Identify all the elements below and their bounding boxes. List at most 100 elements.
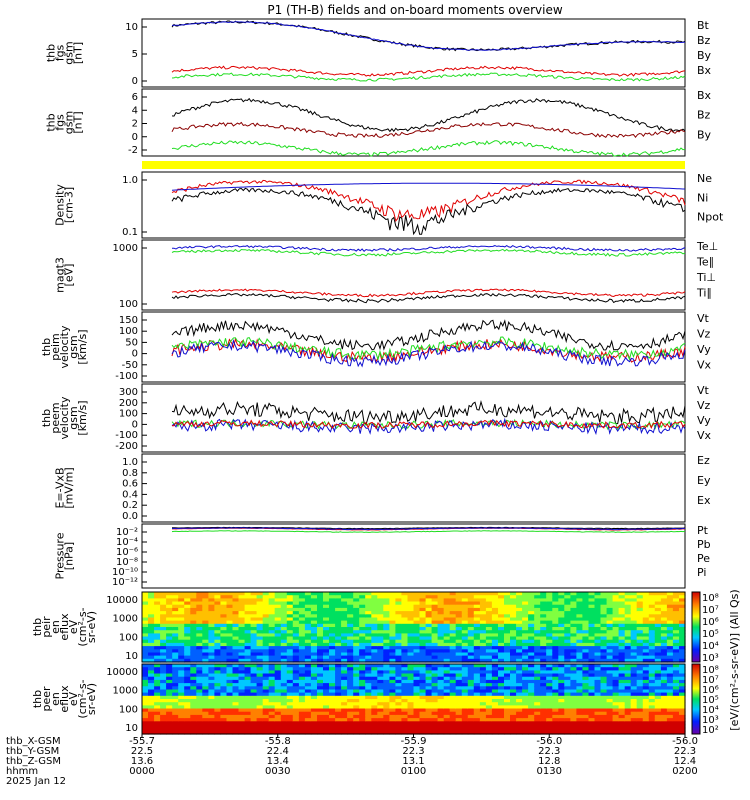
heatmap-cell: [467, 633, 475, 638]
heatmap-cell: [540, 639, 547, 644]
heatmap-cell: [389, 692, 396, 697]
y-axis-label: [km/s]: [76, 400, 89, 435]
heatmap-cell: [654, 664, 662, 668]
heatmap-cell: [202, 607, 209, 612]
heatmap-cell: [558, 607, 565, 612]
x-row-label: thb_X-GSM: [6, 736, 61, 747]
heatmap-cell: [323, 673, 330, 678]
heatmap-cell: [594, 718, 602, 722]
heatmap-cell: [630, 633, 638, 638]
heatmap-cell: [540, 699, 547, 703]
heatmap-cell: [479, 633, 487, 638]
heatmap-cell: [510, 636, 517, 641]
heatmap-cell: [558, 695, 565, 700]
heatmap-cell: [546, 670, 553, 675]
heatmap-cell: [558, 667, 565, 671]
heatmap-cell: [624, 633, 632, 638]
heatmap-cell: [600, 592, 608, 596]
heatmap-cell: [172, 595, 179, 599]
heatmap-cell: [298, 714, 306, 719]
heatmap-cell: [522, 673, 529, 678]
heatmap-cell: [624, 617, 632, 622]
heatmap-cell: [395, 658, 402, 663]
heatmap-cell: [419, 646, 427, 650]
heatmap-cell: [455, 727, 463, 732]
heatmap-cell: [226, 636, 234, 641]
heatmap-cell: [250, 627, 258, 631]
y-axis-label: fgs: [54, 44, 67, 61]
heatmap-cell: [359, 721, 366, 726]
heatmap-cell: [443, 673, 451, 678]
heatmap-cell: [679, 692, 686, 697]
heatmap-cell: [540, 702, 547, 706]
heatmap-cell: [498, 652, 505, 657]
heatmap-cell: [504, 692, 511, 697]
heatmap-cell: [413, 705, 421, 710]
heatmap-cell: [600, 617, 608, 622]
heatmap-cell: [588, 652, 596, 657]
heatmap-cell: [323, 617, 330, 622]
heatmap-cell: [648, 683, 656, 687]
heatmap-cell: [467, 664, 475, 668]
heatmap-cell: [666, 646, 674, 650]
heatmap-cell: [142, 699, 149, 703]
heatmap-cell: [250, 595, 258, 599]
heatmap-cell: [666, 642, 674, 647]
heatmap-cell: [630, 658, 638, 663]
heatmap-cell: [600, 689, 608, 694]
heatmap-cell: [437, 724, 445, 729]
heatmap-cell: [642, 727, 650, 732]
heatmap-cell: [485, 627, 493, 631]
heatmap-cell: [148, 692, 155, 697]
heatmap-cell: [504, 623, 511, 628]
heatmap-cell: [292, 633, 300, 638]
heatmap-cell: [317, 592, 324, 596]
heatmap-cell: [214, 676, 221, 681]
heatmap-cell: [630, 604, 638, 609]
heatmap-cell: [160, 639, 167, 644]
heatmap-cell: [510, 604, 517, 609]
heatmap-cell: [304, 639, 312, 644]
heatmap-cell: [166, 655, 173, 660]
heatmap-cell: [612, 617, 620, 622]
heatmap-cell: [347, 655, 354, 660]
heatmap-cell: [353, 727, 360, 732]
heatmap-cell: [679, 670, 686, 675]
y-tick-label: 10⁻⁴: [116, 537, 138, 548]
heatmap-cell: [660, 689, 668, 694]
heatmap-cell: [371, 601, 378, 606]
heatmap-cell: [407, 649, 415, 654]
heatmap-cell: [268, 664, 276, 668]
heatmap-cell: [425, 652, 433, 657]
heatmap-cell: [672, 692, 680, 697]
panel-peir: thbpeirenefluxeV(cm²-s-sr-eV)10000100010…: [31, 591, 719, 664]
heatmap-cell: [148, 683, 155, 687]
heatmap-cell: [274, 607, 282, 612]
heatmap-cell: [588, 718, 596, 722]
heatmap-cell: [208, 676, 215, 681]
heatmap-cell: [467, 676, 475, 681]
heatmap-cell: [504, 711, 511, 716]
heatmap-cell: [473, 617, 481, 622]
heatmap-cell: [160, 683, 167, 687]
y-axis-label: E=-VxB: [54, 467, 67, 508]
colorbar-tick-label: 10⁸: [702, 665, 719, 676]
heatmap-cell: [184, 714, 191, 719]
y-axis-label: peir: [40, 616, 53, 638]
heatmap-cell: [365, 708, 372, 713]
heatmap-cell: [196, 646, 203, 650]
heatmap-cell: [618, 655, 626, 660]
y-tick-label: 1000: [113, 243, 138, 254]
heatmap-cell: [606, 664, 614, 668]
heatmap-cell: [407, 676, 415, 681]
heatmap-cell: [588, 705, 596, 710]
heatmap-cell: [365, 639, 372, 644]
heatmap-cell: [624, 721, 632, 726]
heatmap-cell: [618, 592, 626, 596]
heatmap-cell: [304, 702, 312, 706]
heatmap-cell: [154, 646, 161, 650]
heatmap-cell: [383, 667, 390, 671]
heatmap-cell: [353, 695, 360, 700]
heatmap-cell: [172, 708, 179, 713]
heatmap-cell: [286, 708, 294, 713]
